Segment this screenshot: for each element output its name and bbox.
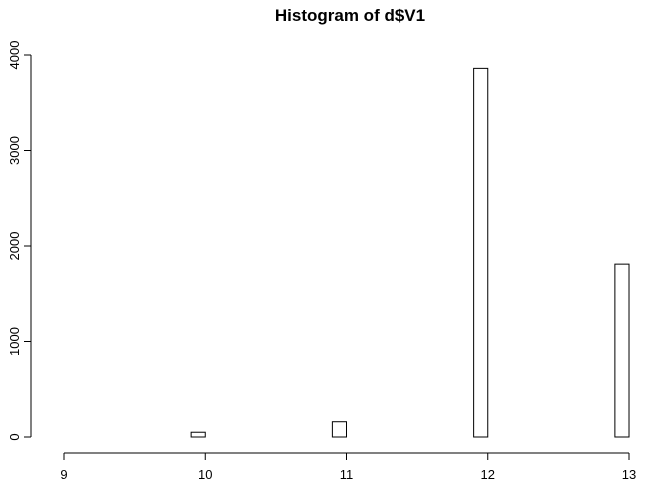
- histogram-bar-39: [614, 263, 630, 438]
- y-tick-label-1000: 1000: [7, 327, 22, 356]
- x-tick-label-9: 9: [60, 467, 67, 482]
- bars-group: [190, 67, 630, 438]
- histogram-bar-29: [473, 67, 489, 438]
- x-axis: 9 10 11 12 13: [60, 452, 636, 482]
- y-axis: 0 1000 2000 3000 4000: [7, 41, 32, 441]
- histogram-bar-19: [331, 421, 348, 438]
- y-tick-label-4000: 4000: [7, 41, 22, 70]
- histogram-bar-9: [190, 431, 206, 438]
- x-tick-label-10: 10: [198, 467, 212, 482]
- y-tick-label-0: 0: [7, 433, 22, 440]
- x-tick-label-11: 11: [340, 467, 354, 482]
- y-tick-label-2000: 2000: [7, 232, 22, 261]
- x-tick-label-13: 13: [622, 467, 636, 482]
- chart-title: Histogram of d$V1: [275, 6, 425, 25]
- x-tick-label-12: 12: [481, 467, 495, 482]
- y-tick-label-3000: 3000: [7, 136, 22, 165]
